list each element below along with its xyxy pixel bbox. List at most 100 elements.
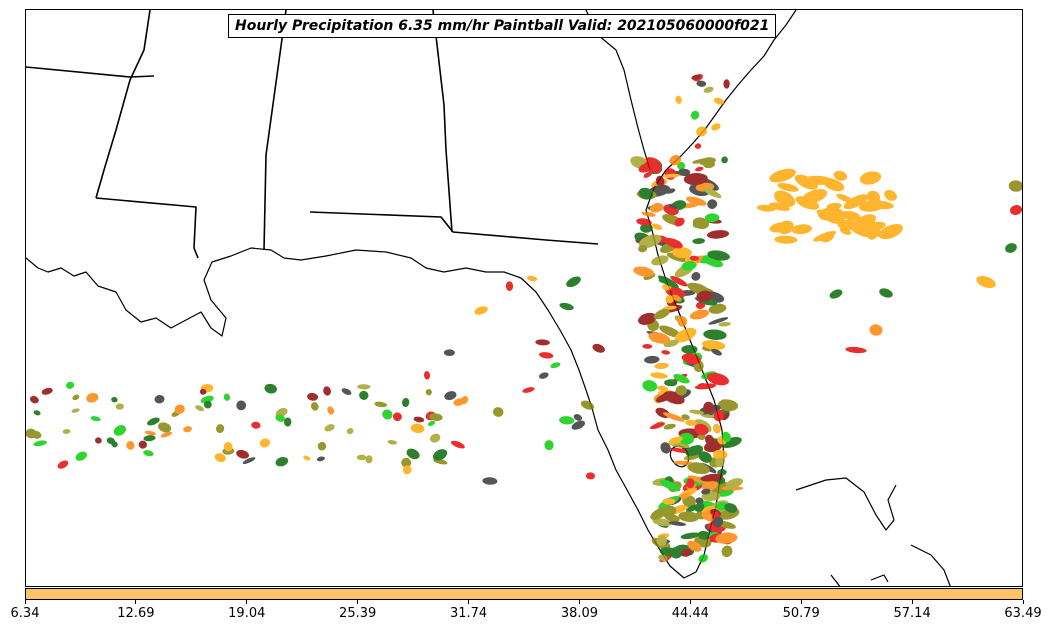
precip-blob [719, 489, 734, 497]
precip-blob [677, 316, 688, 327]
precip-blob [656, 535, 668, 546]
precip-blob [665, 295, 674, 304]
precip-blob [686, 478, 695, 489]
small-island-a [870, 574, 889, 583]
precip-blob [659, 479, 681, 492]
precip-blob [715, 457, 725, 468]
precip-blob [138, 440, 147, 449]
precip-blob [696, 126, 707, 137]
precip-blob [669, 154, 682, 166]
precip-blob [242, 457, 256, 464]
precip-blob [843, 194, 869, 210]
precip-blob [673, 460, 694, 466]
precip-blob [406, 448, 420, 460]
precip-blob [264, 383, 277, 394]
precip-blob [681, 261, 697, 271]
precip-blob [721, 156, 728, 164]
precip-blob [236, 400, 247, 411]
precip-blob [839, 227, 852, 235]
precip-blob [777, 183, 799, 192]
precip-blob [829, 212, 853, 220]
precip-blob [642, 343, 653, 349]
precip-blob [878, 224, 903, 240]
precip-blob [113, 425, 127, 436]
precip-blob [341, 388, 352, 395]
precip-blob [701, 488, 711, 495]
precip-blob [147, 417, 160, 426]
precip-blob [429, 413, 443, 421]
precip-blob [694, 383, 717, 390]
precip-blob [359, 390, 369, 400]
precip-blob [681, 414, 690, 420]
border-tn-ms-line [26, 66, 155, 78]
precip-blob [689, 309, 710, 320]
colorbar-tick-label: 19.04 [228, 606, 266, 621]
border-al-ga-line [432, 10, 453, 233]
precip-blob [695, 166, 704, 172]
precip-blob [689, 409, 704, 415]
precip-blob [711, 123, 721, 131]
colorbar [25, 588, 1023, 600]
precip-blob [691, 272, 701, 281]
colorbar-tick-label: 57.14 [893, 606, 931, 621]
precip-blob [573, 414, 583, 421]
colorbar-tick [578, 600, 580, 604]
precip-blob [655, 392, 673, 403]
precip-blob [698, 451, 712, 463]
precip-blobs [26, 74, 1022, 563]
precip-blob [656, 385, 669, 391]
precip-blob [703, 160, 716, 169]
precip-blob [641, 211, 656, 217]
precip-blob [680, 532, 700, 540]
precip-blob [659, 325, 681, 338]
colorbar-tick [800, 600, 802, 604]
bahamas-island [910, 544, 951, 586]
precip-blob [687, 475, 709, 484]
precip-blob [317, 441, 327, 451]
precip-blob [585, 472, 596, 480]
gulf-coast-west [26, 247, 445, 337]
precip-blob [705, 434, 714, 445]
precip-blob [90, 416, 101, 422]
precip-blob [696, 290, 713, 302]
precip-blob [722, 431, 731, 443]
colorbar-tick-label: 50.79 [782, 606, 820, 621]
keys-islands [795, 477, 897, 531]
precip-blob [357, 384, 371, 390]
precip-blob [143, 435, 156, 442]
precip-blob [652, 518, 672, 527]
precip-blob [41, 387, 53, 395]
precip-blob [200, 395, 214, 404]
precip-blob [654, 362, 669, 370]
precip-blob [633, 266, 654, 277]
precip-blob [706, 372, 730, 386]
colorbar-tick [135, 600, 137, 604]
precip-blob [706, 230, 730, 239]
precip-blob [698, 554, 708, 563]
map-panel[interactable] [25, 9, 1023, 587]
precip-blob [538, 372, 549, 379]
precip-blob [657, 275, 679, 289]
precip-blob [154, 394, 165, 404]
precip-blob [662, 412, 685, 422]
precip-blob [870, 228, 882, 237]
border-ms-al-line [263, 10, 287, 251]
precip-blob [664, 379, 678, 387]
precip-blob [717, 399, 739, 412]
precip-blob [203, 400, 212, 409]
precip-blob [687, 464, 704, 474]
precip-blob [346, 428, 354, 435]
precip-blob [653, 308, 670, 320]
precip-blob [158, 422, 172, 433]
colorbar-tick-label: 6.34 [10, 606, 40, 621]
precip-blob [701, 340, 726, 350]
precip-blob [713, 409, 725, 422]
colorbar-tick-label: 44.44 [671, 606, 709, 621]
precip-blob [859, 199, 885, 212]
precip-blob [1008, 180, 1022, 192]
precip-blob [526, 275, 538, 282]
precip-blob [474, 306, 488, 315]
precip-blob [683, 172, 708, 186]
precip-blob [884, 189, 897, 201]
precip-blob [655, 175, 665, 187]
